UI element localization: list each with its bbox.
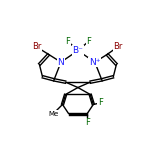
Text: Br: Br <box>32 42 41 51</box>
Text: Me: Me <box>48 111 58 117</box>
Text: N⁺: N⁺ <box>89 58 101 67</box>
Text: F: F <box>86 37 91 46</box>
Text: F: F <box>98 98 103 107</box>
Text: B⁻: B⁻ <box>73 46 83 55</box>
Text: F: F <box>85 118 90 128</box>
Text: Br: Br <box>113 42 123 51</box>
Text: F: F <box>66 37 70 46</box>
Text: N: N <box>58 58 64 67</box>
